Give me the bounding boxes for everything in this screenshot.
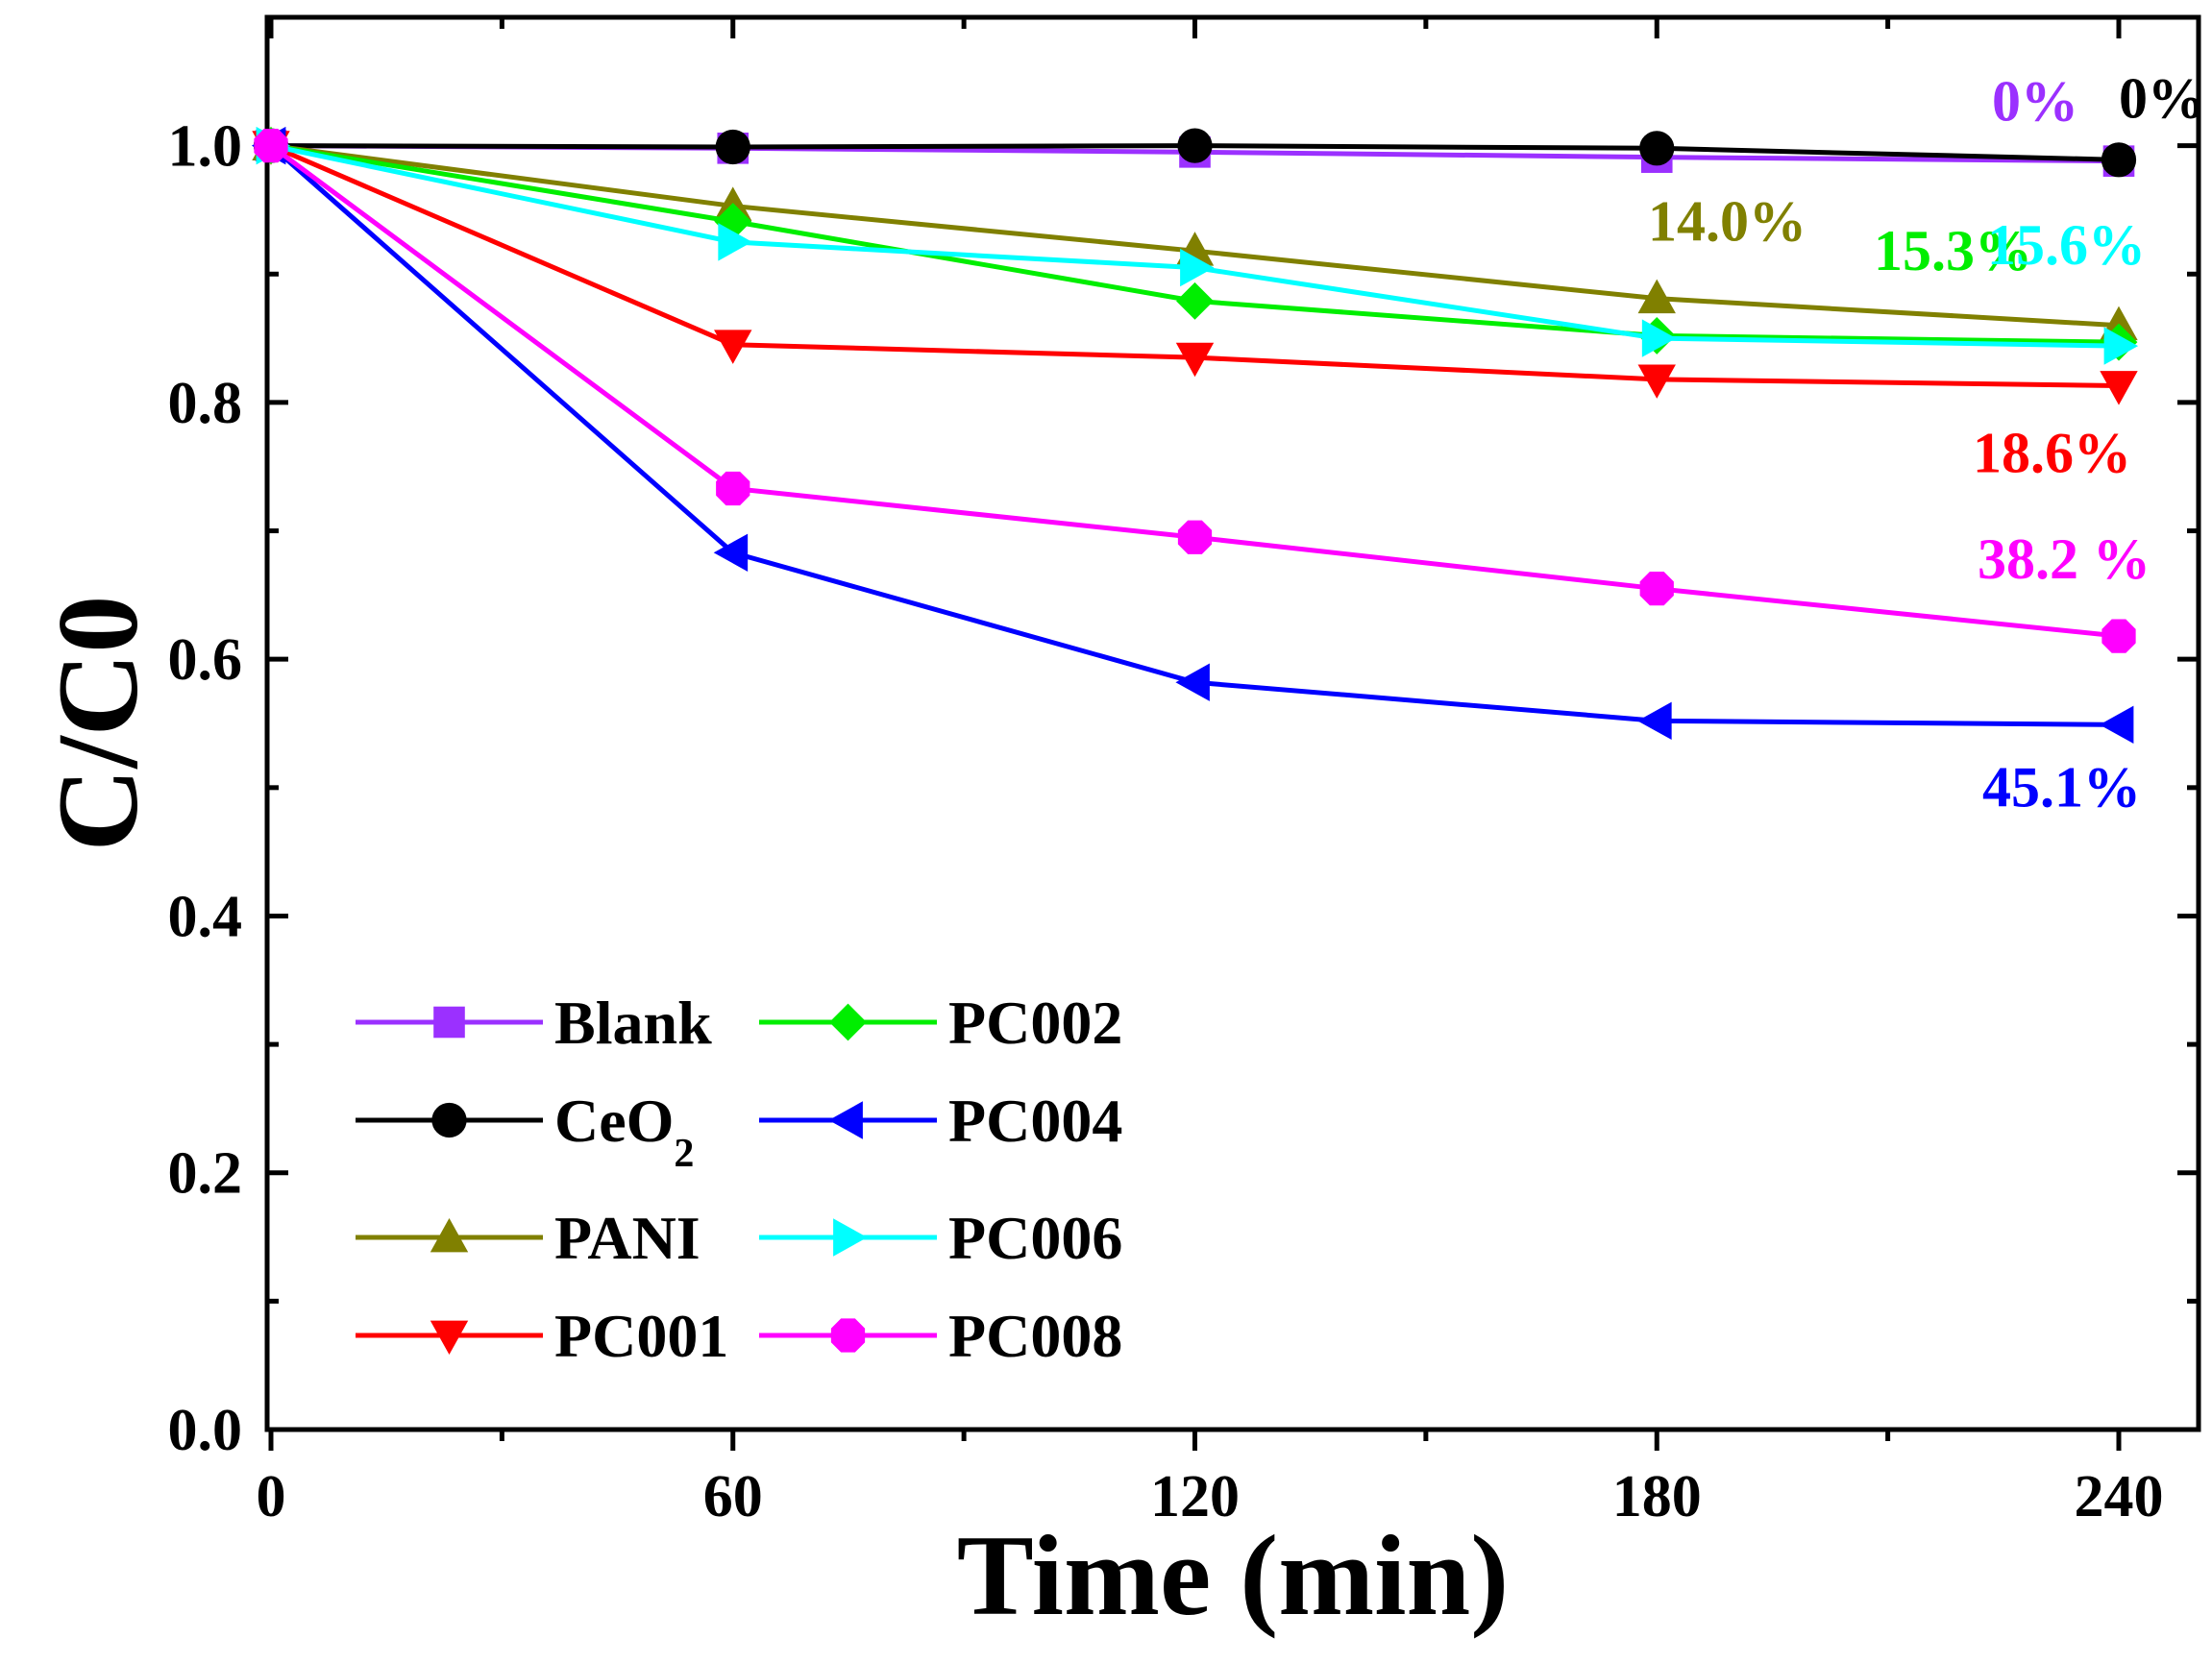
data-point — [2099, 705, 2134, 745]
legend-marker — [430, 1320, 469, 1356]
legend-item-pc004: PC004 — [759, 1087, 1122, 1155]
legend-item-pc006: PC006 — [759, 1204, 1122, 1272]
y-tick-label: 0.8 — [168, 371, 243, 436]
data-point — [2101, 142, 2137, 178]
data-point — [715, 129, 750, 165]
annotation-pc002: 15.3% — [1874, 219, 2032, 282]
data-point — [718, 223, 752, 261]
data-point — [1637, 701, 1672, 741]
x-tick-label: 240 — [2075, 1464, 2164, 1529]
y-tick-label: 0.0 — [168, 1398, 243, 1463]
series-pc004 — [251, 126, 2134, 745]
data-point — [1175, 342, 1215, 378]
legend-marker — [431, 1102, 467, 1138]
x-axis: 0 60 120 180 240 — [257, 17, 2164, 1529]
x-tick-label: 120 — [1150, 1464, 1240, 1529]
data-point — [1175, 663, 1210, 701]
data-point — [2100, 371, 2138, 405]
data-point — [1177, 520, 1213, 554]
legend-label: PC006 — [948, 1204, 1122, 1272]
x-tick-label: 180 — [1612, 1464, 1702, 1529]
annotation-pc008: 38.2 % — [1978, 527, 2151, 591]
data-point — [716, 471, 750, 506]
data-point — [1180, 248, 1215, 287]
legend-item-ceo2: CeO2 — [356, 1087, 694, 1176]
y-tick-label: 0.4 — [168, 884, 243, 949]
annotation-pani: 14.0% — [1648, 190, 1806, 254]
legend-marker — [833, 1218, 868, 1257]
series-ceo2 — [253, 128, 2137, 178]
legend-marker — [830, 1318, 866, 1353]
legend-label: PC008 — [948, 1302, 1122, 1370]
data-point — [1637, 364, 1676, 399]
annotation-pc006: 15.6% — [1987, 213, 2146, 277]
legend-label-subscript: 2 — [674, 1132, 694, 1176]
data-point — [254, 129, 288, 163]
series-layer — [251, 126, 2139, 745]
annotation-pc001: 18.6% — [1973, 422, 2131, 485]
legend-item-pani: PANI — [356, 1204, 700, 1272]
plot-frame — [264, 14, 2201, 1432]
series-pc008 — [254, 129, 2136, 653]
legend-label: Blank — [554, 989, 712, 1057]
legend-label: PC004 — [948, 1087, 1122, 1155]
legend-item-blank: Blank — [356, 989, 712, 1057]
legend-item-pc001: PC001 — [356, 1302, 728, 1370]
legend-marker — [828, 1101, 863, 1139]
annotation-layer: 0% 0% 14.0% 15.3%15.6% 18.6% 38.2 % 45.1% — [1648, 66, 2205, 819]
legend-marker — [829, 1003, 867, 1041]
x-axis-title: Time (min) — [957, 1511, 1509, 1639]
legend: Blank PC002 CeO2 PC004 PANI PC006 PC001 PC008 — [356, 989, 1122, 1370]
legend-item-pc002: PC002 — [759, 989, 1122, 1057]
data-point — [2103, 327, 2139, 365]
data-point — [2101, 619, 2136, 653]
y-tick-label: 1.0 — [168, 114, 243, 180]
annotation-ceo2: 0% — [2119, 66, 2205, 130]
annotation-pc004: 45.1% — [1982, 755, 2141, 819]
x-tick-label: 60 — [703, 1464, 763, 1529]
annotation-blank: 0% — [1992, 70, 2078, 134]
series-pc006 — [256, 126, 2139, 365]
x-tick-label: 0 — [257, 1464, 286, 1529]
legend-label: PANI — [554, 1204, 700, 1272]
y-tick-label: 0.2 — [168, 1141, 243, 1207]
legend-label: PC001 — [554, 1302, 728, 1370]
legend-marker — [433, 1006, 465, 1039]
data-point — [1637, 279, 1676, 314]
data-point — [1641, 319, 1677, 357]
data-point — [1639, 572, 1674, 606]
y-tick-label: 0.6 — [168, 627, 243, 693]
data-point — [713, 533, 749, 572]
y-axis-title: C/C0 — [34, 596, 161, 852]
legend-label: CeO2 — [554, 1087, 694, 1176]
legend-marker — [430, 1217, 469, 1253]
data-point — [1176, 281, 1214, 320]
data-point — [714, 330, 752, 364]
legend-label: PC002 — [948, 989, 1122, 1057]
data-point — [1639, 131, 1675, 166]
legend-item-pc008: PC008 — [759, 1302, 1122, 1370]
y-axis: 0.0 0.2 0.4 0.6 0.8 1.0 — [168, 114, 2199, 1463]
data-point — [1177, 128, 1213, 163]
